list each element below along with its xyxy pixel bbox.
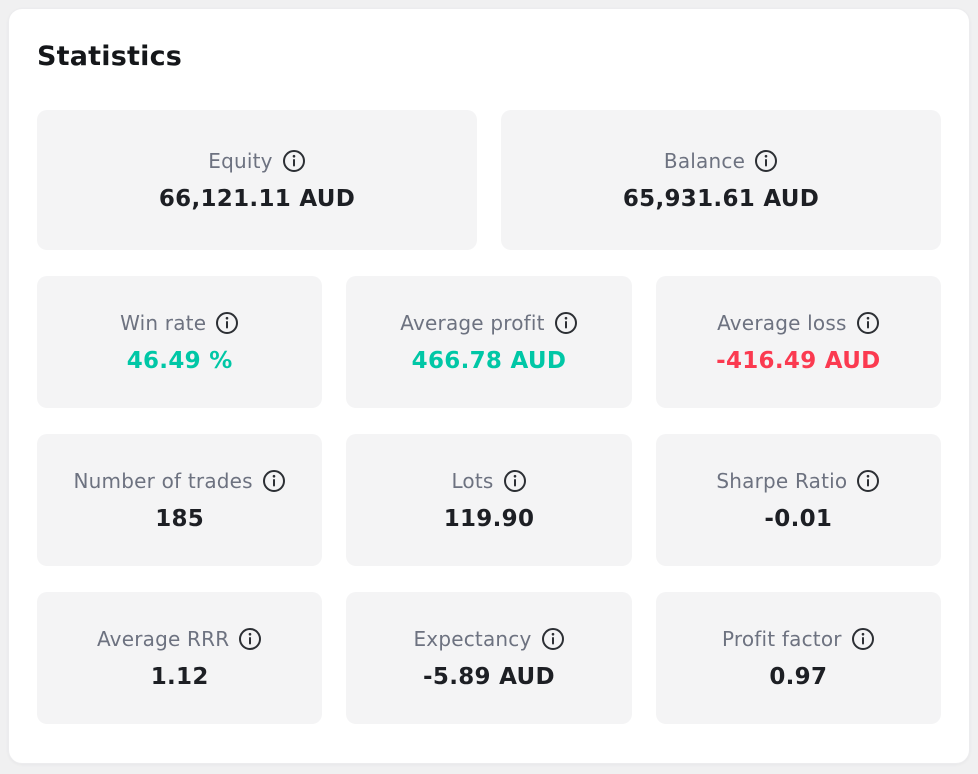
stat-label-row: Balance	[664, 149, 778, 173]
stat-label-row: Profit factor	[722, 627, 875, 651]
stat-label-row: Win rate	[120, 311, 239, 335]
stat-label: Number of trades	[73, 468, 253, 493]
stat-value: -0.01	[764, 505, 833, 532]
stat-label: Sharpe Ratio	[716, 468, 848, 493]
stat-value: 66,121.11 AUD	[158, 185, 356, 212]
stat-card-profit-factor: Profit factor 0.97	[655, 592, 941, 724]
stat-value: 119.90	[443, 505, 535, 532]
stat-card-lots: Lots 119.90	[346, 434, 632, 566]
stat-card-balance: Balance 65,931.61 AUD	[501, 110, 941, 250]
stat-label-row: Equity	[208, 149, 305, 173]
stats-row-3: Number of trades 185 Lots 119.90	[37, 434, 941, 566]
stat-card-expectancy: Expectancy -5.89 AUD	[346, 592, 632, 724]
stat-card-average-rrr: Average RRR 1.12	[37, 592, 323, 724]
stats-row-2: Win rate 46.49 % Average profit 466.78 A…	[37, 276, 941, 408]
stat-card-average-profit: Average profit 466.78 AUD	[346, 276, 632, 408]
stat-value: 65,931.61 AUD	[622, 185, 820, 212]
info-circle-icon[interactable]	[856, 469, 880, 493]
stats-grid: Equity 66,121.11 AUD Balance 65,931.61 A…	[37, 110, 941, 724]
statistics-panel: Statistics Equity 66,121.11 AUD Balance	[8, 8, 970, 764]
stat-card-equity: Equity 66,121.11 AUD	[37, 110, 477, 250]
info-circle-icon[interactable]	[503, 469, 527, 493]
stat-value: 0.97	[769, 663, 828, 690]
info-circle-icon[interactable]	[851, 627, 875, 651]
info-circle-icon[interactable]	[541, 627, 565, 651]
stat-card-average-loss: Average loss -416.49 AUD	[655, 276, 941, 408]
info-circle-icon[interactable]	[262, 469, 286, 493]
info-circle-icon[interactable]	[554, 311, 578, 335]
stat-value: -5.89 AUD	[423, 663, 555, 690]
stat-card-number-of-trades: Number of trades 185	[37, 434, 323, 566]
stat-label-row: Average loss	[717, 311, 880, 335]
stat-value: -416.49 AUD	[716, 347, 881, 374]
stat-value: 46.49 %	[126, 347, 233, 374]
stat-label-row: Average profit	[400, 311, 577, 335]
info-circle-icon[interactable]	[856, 311, 880, 335]
stat-card-sharpe-ratio: Sharpe Ratio -0.01	[655, 434, 941, 566]
stats-row-1: Equity 66,121.11 AUD Balance 65,931.61 A…	[37, 110, 941, 250]
stat-value: 185	[155, 505, 205, 532]
stat-label: Balance	[663, 148, 746, 173]
stat-label: Win rate	[120, 310, 207, 335]
info-circle-icon[interactable]	[215, 311, 239, 335]
stat-label-row: Lots	[451, 469, 526, 493]
info-circle-icon[interactable]	[754, 149, 778, 173]
stats-row-4: Average RRR 1.12 Expectancy -5.89 AUD	[37, 592, 941, 724]
page-title: Statistics	[37, 41, 183, 72]
stat-label: Lots	[451, 468, 494, 493]
stat-label: Average profit	[400, 310, 545, 335]
stat-label-row: Number of trades	[74, 469, 286, 493]
stat-label: Profit factor	[721, 626, 842, 651]
stat-label: Average loss	[717, 310, 847, 335]
stat-value: 466.78 AUD	[411, 347, 567, 374]
info-circle-icon[interactable]	[238, 627, 262, 651]
stat-label-row: Average RRR	[97, 627, 262, 651]
stat-label: Equity	[208, 148, 273, 173]
stat-label: Expectancy	[413, 626, 532, 651]
stat-value: 1.12	[150, 663, 209, 690]
stat-label: Average RRR	[96, 626, 230, 651]
stat-card-win-rate: Win rate 46.49 %	[37, 276, 323, 408]
stat-label-row: Sharpe Ratio	[716, 469, 880, 493]
info-circle-icon[interactable]	[282, 149, 306, 173]
stat-label-row: Expectancy	[413, 627, 564, 651]
